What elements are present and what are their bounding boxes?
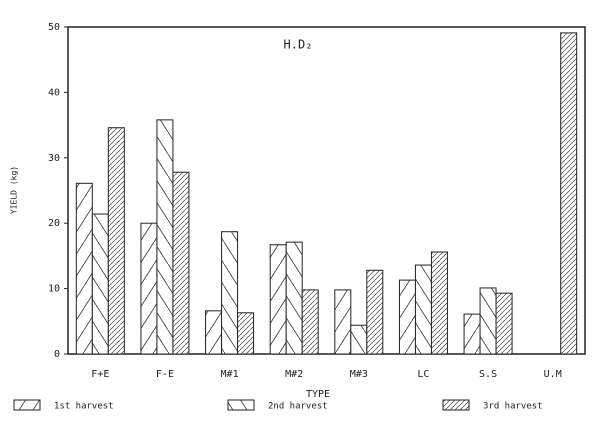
y-tick-label: 20 [48, 218, 60, 229]
bar [107, 127, 125, 355]
bar [430, 251, 448, 355]
legend-label: 3rd harvest [483, 402, 543, 412]
legend-swatch [442, 399, 470, 411]
y-tick-label: 50 [48, 22, 60, 33]
bar [205, 310, 223, 355]
x-tick-label: F+E [91, 369, 109, 380]
legend-label: 1st harvest [54, 402, 114, 412]
bar [156, 119, 174, 355]
bar [350, 324, 368, 355]
bar [495, 292, 513, 355]
plot-frame [67, 26, 586, 355]
legend-swatch [13, 399, 41, 411]
x-tick-label: F-E [156, 369, 174, 380]
bar [463, 313, 481, 355]
y-tick-label: 40 [48, 87, 60, 98]
bar [366, 269, 384, 355]
bar [414, 264, 432, 355]
x-tick-label: M#3 [350, 369, 368, 380]
y-tick-label: 0 [54, 349, 60, 360]
x-tick-label: S.S [479, 369, 497, 380]
bar [398, 279, 416, 355]
y-tick-label: 10 [48, 284, 60, 295]
bar [560, 32, 578, 355]
bar [269, 244, 287, 355]
y-axis-label: YIELD (kg) [10, 166, 19, 214]
legend-swatch [227, 399, 255, 411]
y-tick-label: 30 [48, 153, 60, 164]
bar [91, 213, 109, 355]
x-axis-label: TYPE [306, 389, 330, 400]
x-tick-label: LC [417, 369, 429, 380]
bar [172, 171, 190, 355]
bar [334, 289, 352, 355]
bar [221, 231, 239, 355]
x-tick-label: M#2 [285, 369, 303, 380]
bar [301, 289, 319, 355]
x-tick-label: M#1 [221, 369, 239, 380]
bar [237, 312, 255, 355]
legend-label: 2nd harvest [268, 402, 328, 412]
bar [140, 222, 158, 355]
bar [75, 182, 93, 355]
bar [479, 287, 497, 355]
x-tick-label: U.M [544, 369, 562, 380]
bar [285, 241, 303, 355]
chart-title: H.D₂ [284, 38, 313, 52]
